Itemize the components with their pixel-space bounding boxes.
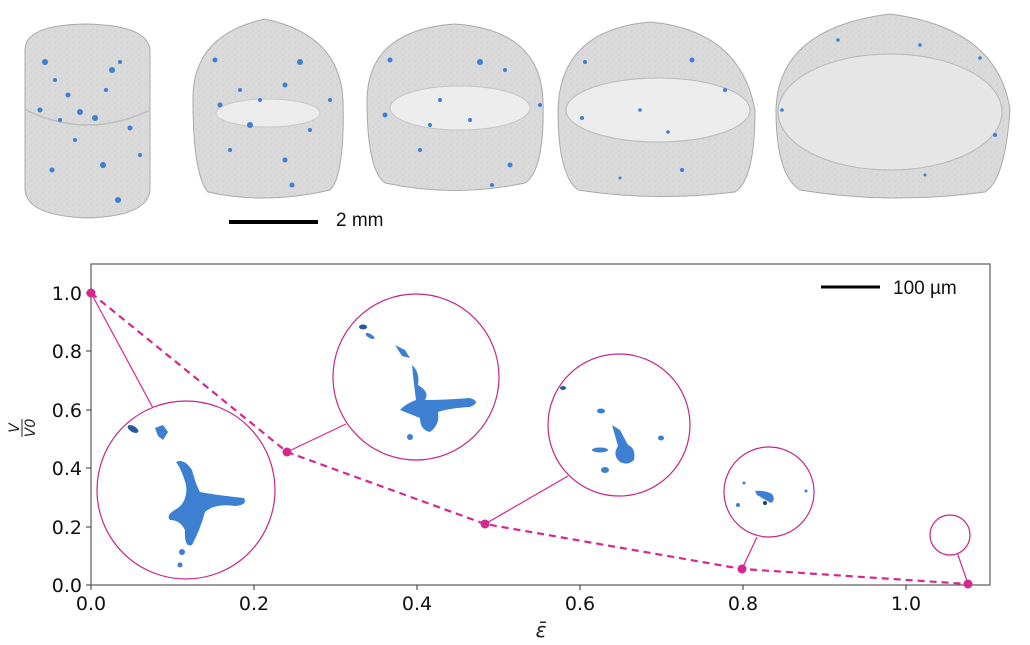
series-line [90, 292, 969, 586]
data-point-0 [86, 288, 96, 298]
y-axis [86, 292, 91, 586]
x-axis [90, 585, 907, 590]
specimen-scale-bar [229, 220, 318, 224]
x-tick-labels: 0.0 0.2 0.4 0.6 0.8 1.0 [76, 593, 921, 615]
y-axis-title-denominator: V0 [23, 419, 39, 438]
data-point-4 [963, 579, 973, 589]
data-point-1 [282, 447, 292, 457]
pore-network-0 [127, 425, 245, 568]
y-tick-0: 0.0 [52, 575, 82, 597]
y-axis-title: V V0 [7, 419, 39, 438]
x-axis-title: ε̄ [536, 618, 547, 642]
specimen-2 [192, 18, 344, 199]
specimen-4 [557, 21, 756, 198]
x-tick-2: 0.4 [402, 593, 432, 615]
x-tick-3: 0.6 [565, 593, 595, 615]
pore-network-1 [359, 324, 476, 440]
inset-circle-3 [723, 446, 815, 538]
inset-scale-bar-label: 100 µm [893, 278, 957, 299]
x-tick-0: 0.0 [76, 593, 106, 615]
y-axis-title-numerator: V [7, 422, 23, 433]
pore-volume-chart: 0.0 0.2 0.4 0.6 0.8 1.0 0.0 0.2 0.4 0.6 … [7, 263, 991, 642]
y-tick-3: 0.6 [52, 400, 82, 422]
y-tick-4: 0.8 [52, 341, 82, 363]
specimen-1 [24, 23, 151, 219]
x-tick-5: 1.0 [891, 593, 921, 615]
y-tick-5: 1.0 [52, 283, 82, 305]
inset-leader-lines [90, 292, 969, 585]
inset-circle-4 [929, 514, 971, 556]
y-tick-1: 0.2 [52, 517, 82, 539]
data-point-3 [737, 564, 747, 574]
pore-network-3 [736, 481, 808, 507]
inset-circle-2 [547, 353, 691, 497]
x-tick-4: 0.8 [728, 593, 758, 615]
y-tick-2: 0.4 [52, 458, 82, 480]
y-tick-labels: 0.0 0.2 0.4 0.6 0.8 1.0 [52, 283, 82, 597]
x-tick-1: 0.2 [239, 593, 269, 615]
data-point-2 [480, 519, 490, 529]
specimen-scale-bar-label: 2 mm [336, 210, 384, 231]
inset-circle-0 [96, 400, 276, 580]
specimen-3 [366, 23, 544, 191]
pore-network-2 [560, 386, 664, 473]
data-markers [86, 288, 973, 589]
specimen-5 [775, 13, 1011, 199]
specimen-renderings [24, 13, 1011, 219]
